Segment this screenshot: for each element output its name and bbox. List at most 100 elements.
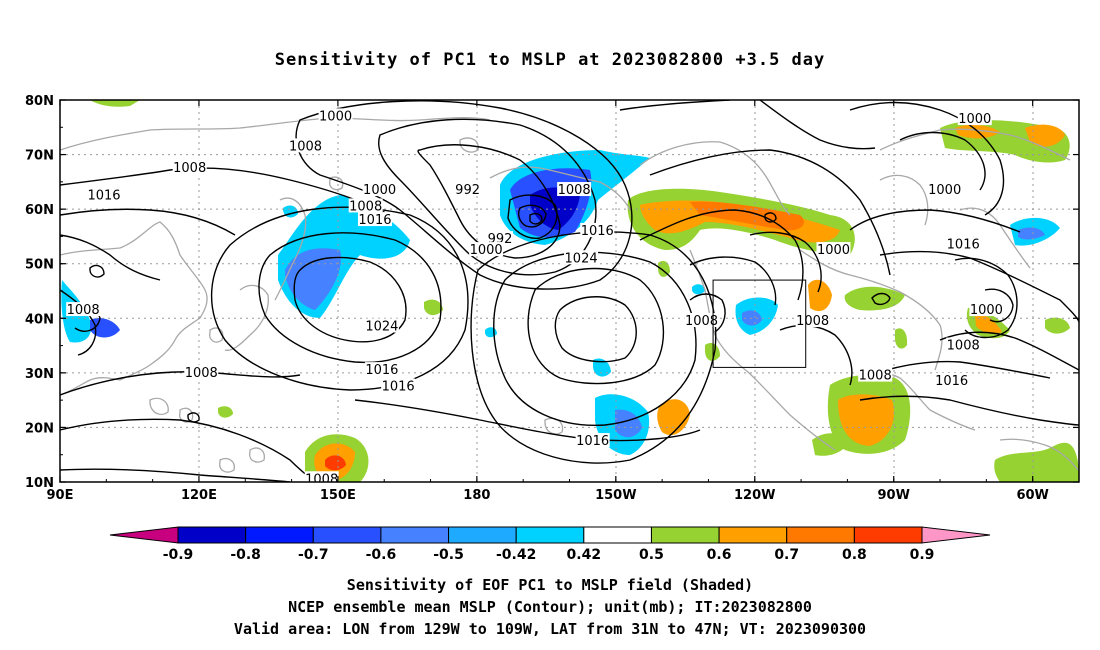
lon-tick-label: 150E [320, 488, 356, 503]
colorbar-high-triangle [921, 526, 991, 544]
positive-sensitivity-area [325, 455, 346, 471]
contour-label-bg [934, 373, 969, 388]
contour-label-bg [348, 198, 383, 213]
contour-label: 1008 [796, 314, 829, 329]
colorbar-low-triangle [109, 526, 179, 544]
contour-label: 1000 [958, 112, 991, 127]
contour-label-bg [381, 378, 416, 393]
colorbar-label: -0.8 [230, 547, 261, 563]
contour-label: 1000 [363, 183, 396, 198]
colorbar-segment [312, 526, 382, 544]
colorbar-segment [650, 526, 720, 544]
contour-label: 1008 [685, 314, 718, 329]
valid-area-box [712, 279, 807, 368]
colorbar-segment [448, 526, 517, 544]
contour-label: 1016 [935, 374, 968, 389]
colorbar-label: 0.7 [774, 547, 799, 563]
contour-label: 1008 [67, 303, 100, 318]
lon-tick-label: 90E [47, 488, 74, 503]
contour-label-bg [580, 222, 615, 237]
contour-label: 1016 [581, 224, 614, 239]
negative-sensitivity-area [615, 409, 642, 438]
positive-sensitivity-area [90, 100, 140, 107]
contour-label-bg [469, 242, 504, 257]
colorbar-label: -0.7 [298, 547, 329, 563]
contour-label: 1008 [947, 339, 980, 354]
colorbar: -0.9 -0.8 -0.7 -0.6 -0.5 -0.42 0.42 0.5 0.6 0.7 0.… [109, 526, 991, 563]
contour-label: 1024 [565, 251, 598, 266]
caption-contour: NCEP ensemble mean MSLP (Contour); unit(… [288, 598, 812, 616]
lon-tick-label: 120E [181, 488, 217, 503]
lon-tick-label: 60W [1016, 488, 1048, 503]
caption-valid-area: Valid area: LON from 129W to 109W, LAT f… [233, 620, 867, 638]
contour-label-bg [172, 160, 207, 175]
negative-sensitivity-area [692, 284, 705, 295]
contour-label: 1008 [859, 369, 892, 384]
contour-label: 1016 [365, 363, 398, 378]
lon-tick-label: 90W [878, 488, 910, 503]
latitude-axis: 80N 70N 60N 50N 40N 30N 20N 10N [25, 94, 1079, 491]
contour-label-bg [288, 138, 323, 153]
positive-sensitivity-area [994, 442, 1079, 482]
colorbar-segment [583, 526, 652, 544]
map-title: Sensitivity of PC1 to MSLP at 2023082800… [274, 50, 826, 70]
colorbar-segment [515, 526, 585, 544]
colorbar-label: 0.6 [707, 547, 732, 563]
contour-label-bg [557, 182, 592, 197]
contour-label: 1000 [470, 243, 503, 258]
colorbar-label: 0.5 [639, 547, 664, 563]
colorbar-label: -0.6 [366, 547, 397, 563]
colorbar-segment [177, 526, 247, 544]
contour-label: 1000 [319, 109, 352, 124]
colorbar-label: 0.8 [842, 547, 867, 563]
lon-tick-label: 150W [595, 488, 636, 503]
colorbar-segment [245, 526, 314, 544]
longitude-axis: 90E 120E 150E 180 150W 120W 90W 60W [47, 100, 1080, 503]
positive-sensitivity-area [844, 286, 905, 311]
contour-label: 1016 [358, 213, 391, 228]
contour-label-bg [927, 182, 962, 197]
positive-sensitivity-area [812, 433, 850, 456]
contour-labels: 1000 1000 1008 1008 992 1016 1000 1008 1000 1008 1… [66, 108, 1004, 487]
colorbar-label: -0.9 [163, 547, 194, 563]
colorbar-segment [786, 526, 855, 544]
positive-sensitivity-area [705, 343, 720, 361]
lat-tick-label: 40N [25, 312, 54, 327]
positive-sensitivity-area [895, 328, 908, 349]
positive-sensitivity-area [1045, 317, 1070, 334]
colorbar-label: -0.5 [433, 547, 464, 563]
positive-sensitivity-area [424, 299, 443, 316]
lat-tick-label: 70N [25, 149, 54, 164]
contour-label: 1000 [928, 183, 961, 198]
colorbar-segment [853, 526, 923, 544]
contour-label-bg [684, 313, 719, 328]
contour-label-bg [858, 367, 893, 382]
contour-label-bg [816, 242, 851, 257]
negative-sensitivity-area [485, 327, 497, 338]
colorbar-label: 0.42 [567, 547, 602, 563]
negative-sensitivity-area [1018, 227, 1045, 240]
contour-label-bg [87, 187, 122, 202]
captions: Sensitivity of EOF PC1 to MSLP field (Sh… [0, 574, 1100, 640]
caption-shaded: Sensitivity of EOF PC1 to MSLP field (Sh… [346, 576, 754, 594]
colorbar-label: 0.9 [910, 547, 935, 563]
contour-label-bg [318, 108, 353, 123]
lat-tick-label: 10N [25, 476, 54, 491]
lon-tick-label: 180 [463, 488, 490, 503]
lat-tick-label: 80N [25, 94, 54, 109]
colorbar-segment [718, 526, 788, 544]
contour-label: 1008 [305, 472, 338, 487]
negative-sensitivity-area [285, 248, 341, 310]
contour-label: 1016 [382, 380, 415, 395]
positive-sensitivity-area [657, 399, 690, 436]
positive-sensitivity-area [975, 314, 1002, 334]
contour-label-bg [362, 182, 397, 197]
contour-label-bg [564, 250, 599, 265]
positive-sensitivity-area [218, 406, 233, 418]
contour-label: 1016 [87, 189, 120, 204]
negative-sensitivity-area [593, 358, 611, 377]
contour-label: 992 [455, 183, 480, 198]
contour-label: 1016 [576, 434, 609, 449]
contour-label-bg [795, 313, 830, 328]
